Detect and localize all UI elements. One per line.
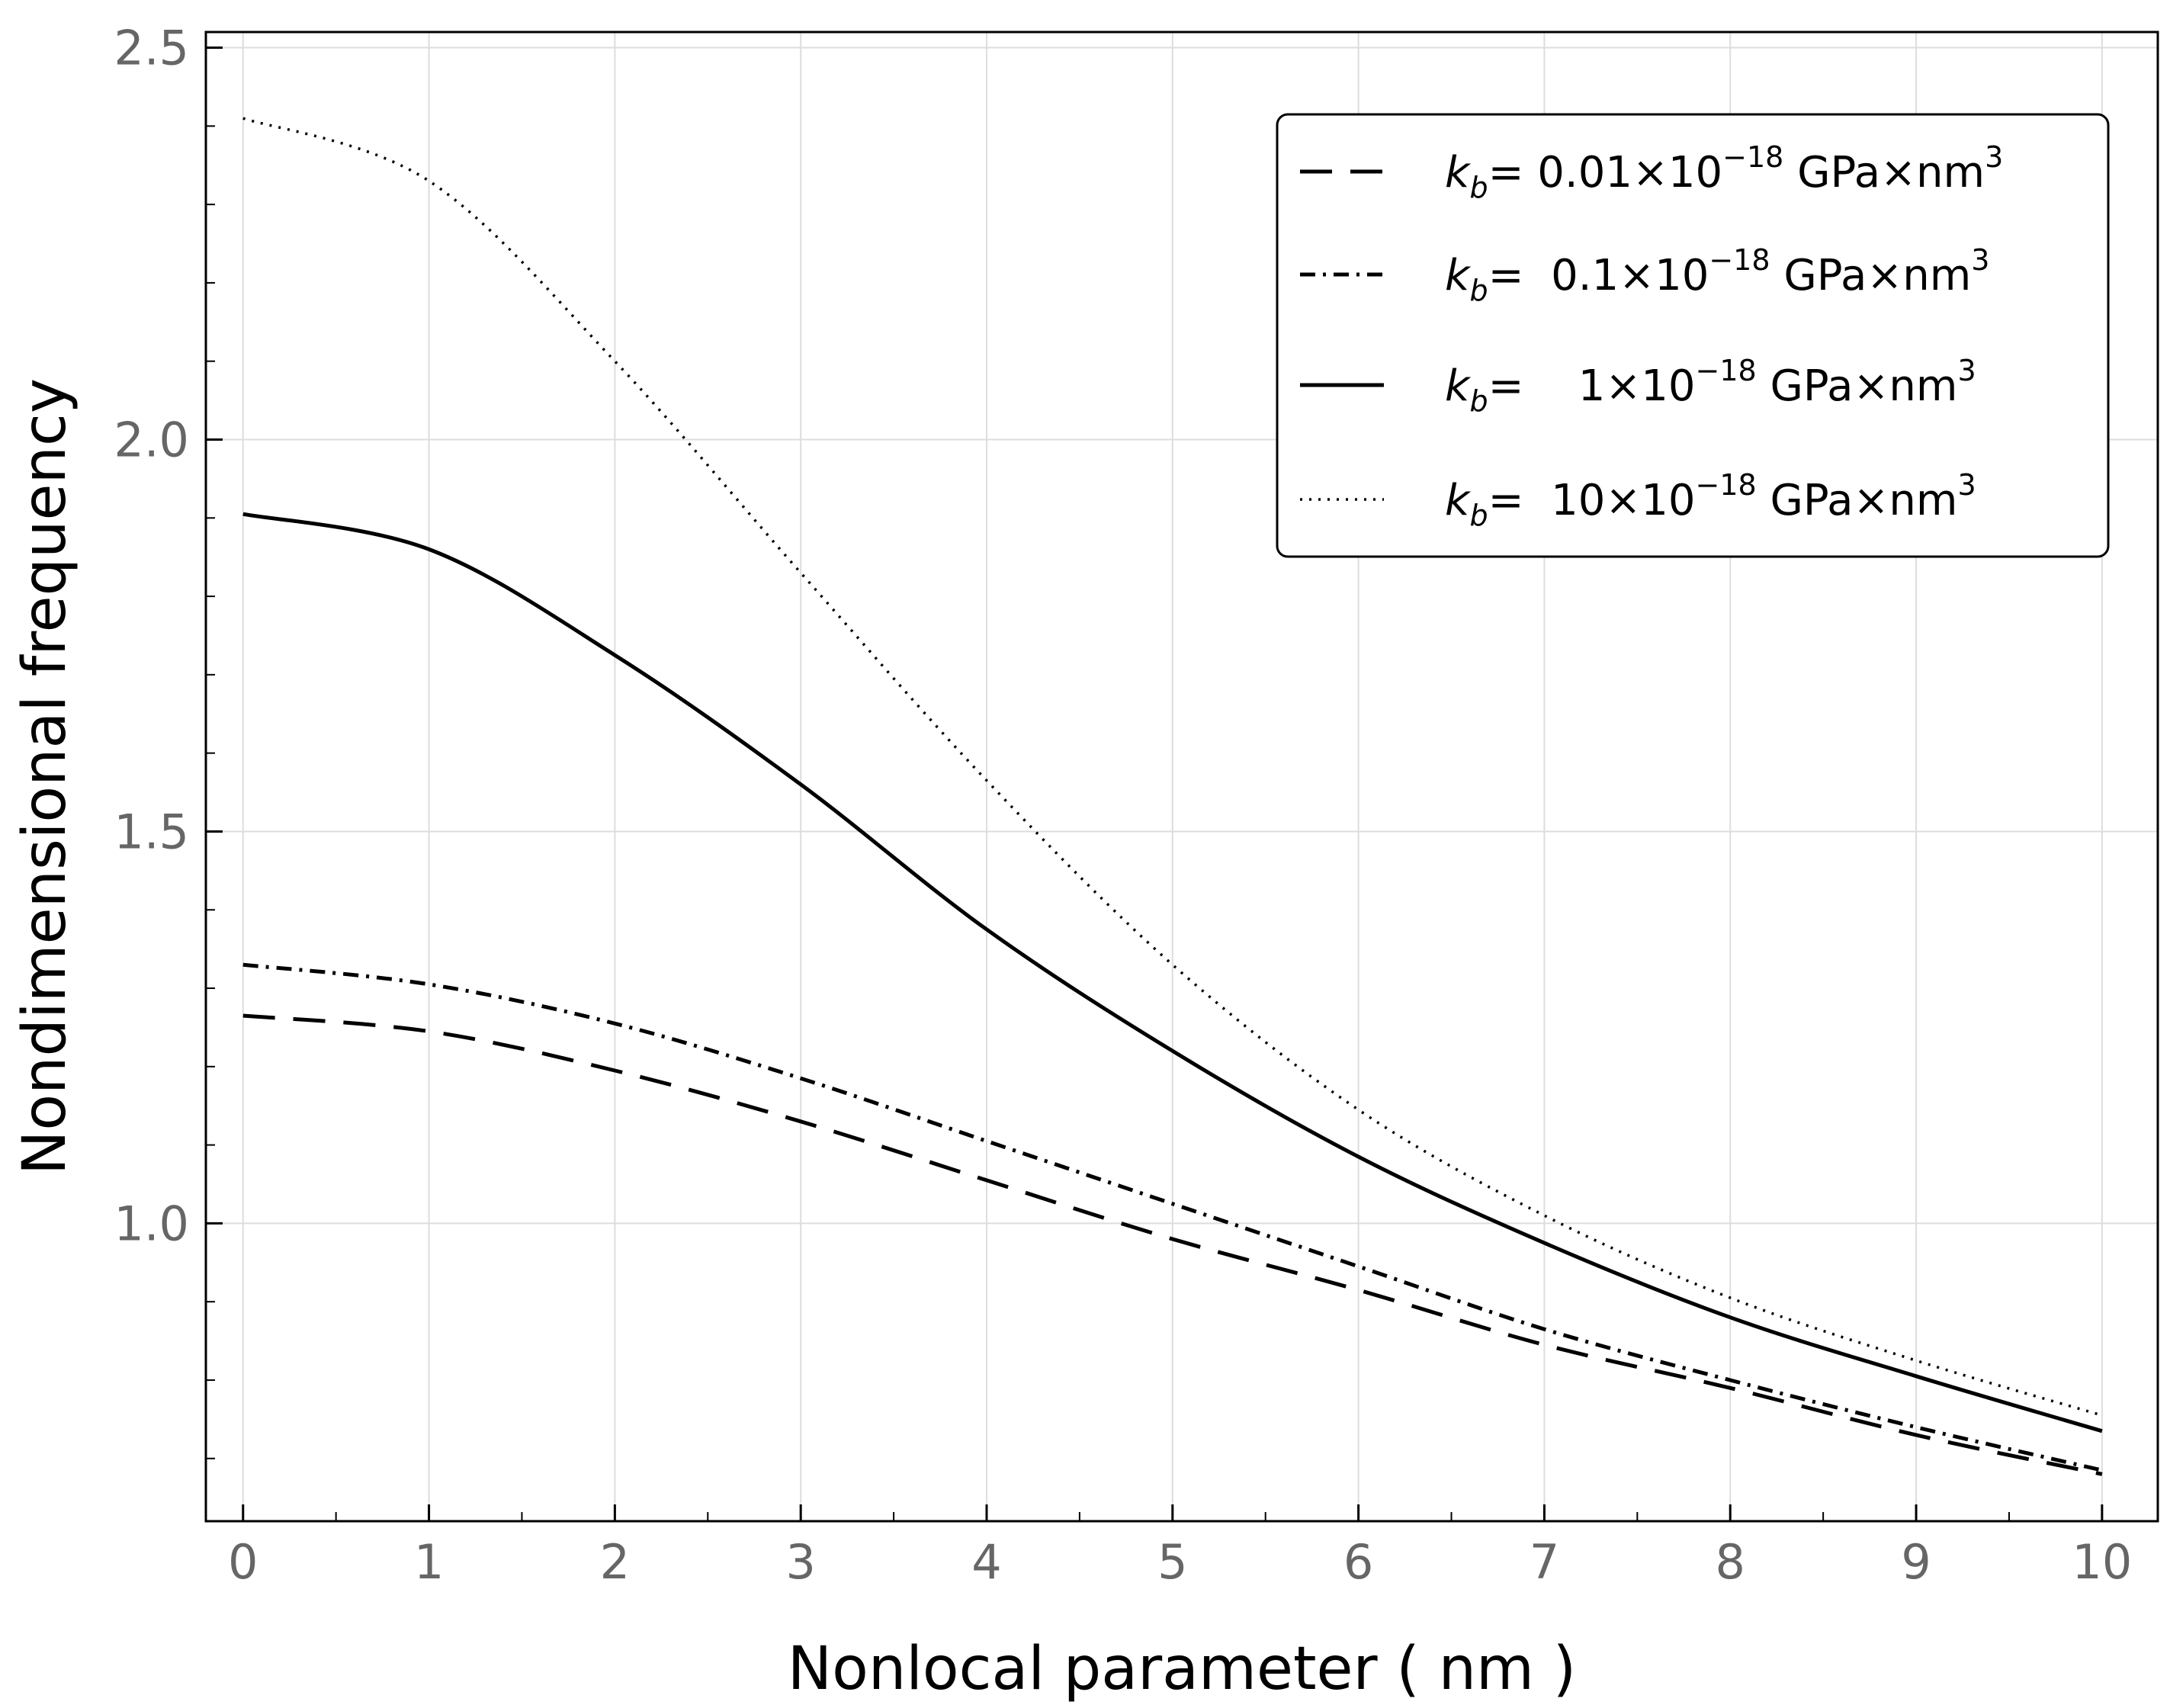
y-tick-label: 2.5 — [114, 21, 189, 76]
legend-label-1: kb= 0.01×10−18 GPa×nm3 — [1445, 140, 2003, 204]
legend-label-2: kb= 0.1×10−18 GPa×nm3 — [1445, 243, 1989, 307]
series-lines — [242, 117, 2103, 1476]
y-axis-title: Nondimensional frequency — [11, 378, 79, 1175]
x-tick-label: 1 — [414, 1534, 444, 1590]
legend-label-3: kb= 1×10−18 GPa×nm3 — [1445, 354, 1976, 418]
x-tick-label: 4 — [971, 1534, 1001, 1590]
series-line-2 — [242, 962, 2103, 1472]
x-tick-label: 3 — [785, 1534, 815, 1590]
x-tick-label: 2 — [600, 1534, 630, 1590]
legend: kb= 0.01×10−18 GPa×nm3 kb= 0.1×10−18 GPa×… — [1276, 113, 2110, 558]
y-tick-label: 1.5 — [114, 804, 189, 859]
x-axis-title: Nonlocal parameter ( nm ) — [788, 1635, 1577, 1703]
series-line-1 — [242, 1013, 2103, 1476]
x-tick-label: 5 — [1157, 1534, 1187, 1590]
x-tick-label: 10 — [2072, 1534, 2132, 1590]
x-tick-label: 0 — [228, 1534, 258, 1590]
x-tick-label: 8 — [1716, 1534, 1745, 1590]
series-line-4 — [242, 117, 2103, 1417]
tick-labels: 0 1 2 3 4 5 6 7 8 9 10 1.0 1.5 2.0 2.5 — [114, 21, 2132, 1590]
legend-box — [1276, 113, 2110, 558]
plot-frame — [204, 30, 2159, 1523]
y-tick-label: 2.0 — [114, 413, 189, 468]
y-tick-label: 1.0 — [114, 1196, 189, 1251]
series-line-3 — [242, 512, 2103, 1434]
x-tick-label: 7 — [1530, 1534, 1559, 1590]
x-tick-label: 6 — [1343, 1534, 1373, 1590]
x-tick-label: 9 — [1901, 1534, 1931, 1590]
axis-ticks — [206, 47, 2104, 1521]
legend-label-4: kb= 10×10−18 GPa×nm3 — [1445, 468, 1976, 532]
